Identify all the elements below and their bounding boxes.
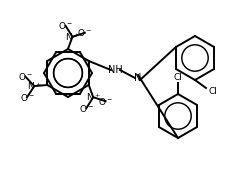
Text: Cl: Cl [209, 88, 217, 96]
Text: Cl: Cl [174, 72, 183, 82]
Text: O$^-$: O$^-$ [79, 103, 94, 114]
Text: N$^+$: N$^+$ [27, 80, 42, 92]
Text: O$^-$: O$^-$ [58, 20, 73, 31]
Text: N: N [134, 73, 142, 83]
Text: O$^-$: O$^-$ [20, 91, 35, 103]
Text: N$^+$: N$^+$ [86, 91, 100, 103]
Text: O$^-$: O$^-$ [18, 71, 33, 82]
Text: N$^+$: N$^+$ [65, 31, 80, 43]
Text: O$^-$: O$^-$ [98, 96, 113, 107]
Text: NH: NH [108, 65, 122, 75]
Text: O$^-$: O$^-$ [77, 27, 92, 38]
